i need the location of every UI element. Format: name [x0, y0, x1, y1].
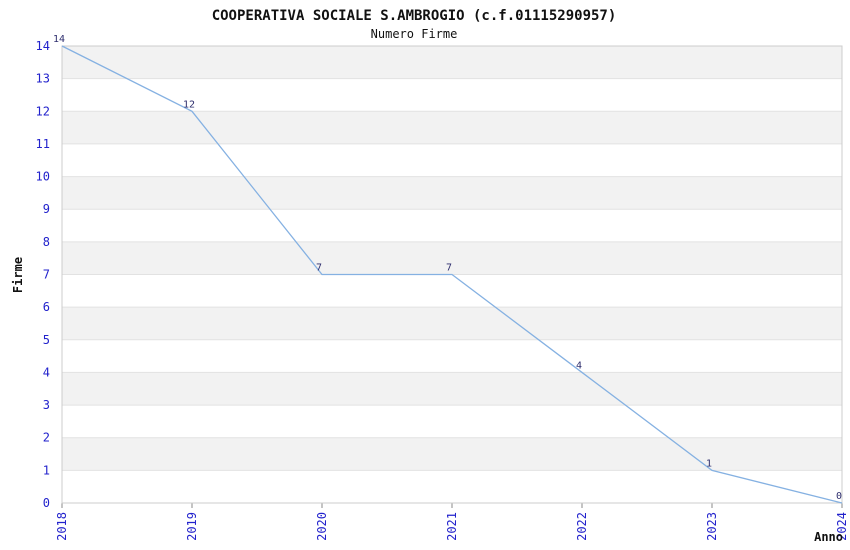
x-axis-title: Anno — [814, 530, 843, 544]
x-tick-labels: 2018 2019 2020 2021 2022 2023 2024 — [55, 512, 849, 541]
data-label: 1 — [706, 458, 712, 469]
data-label: 7 — [446, 263, 452, 274]
x-tick-label: 2021 — [445, 512, 459, 541]
y-tick-label: 12 — [36, 104, 50, 118]
plot-border — [61, 45, 843, 504]
stripe-band — [62, 307, 842, 340]
y-tick-label: 3 — [43, 398, 50, 412]
y-tick-label: 14 — [36, 39, 50, 53]
data-line — [61, 45, 843, 504]
stripe-band — [62, 176, 842, 210]
y-tick-label: 5 — [43, 333, 50, 347]
stripe-band — [62, 111, 842, 144]
y-tick-label: 11 — [36, 137, 50, 151]
chart-title: COOPERATIVA SOCIALE S.AMBROGIO (c.f.0111… — [212, 8, 617, 24]
y-tick-label: 4 — [43, 365, 50, 379]
x-tick-label: 2020 — [315, 512, 329, 541]
y-tick-label: 8 — [43, 235, 50, 249]
y-tick-label: 1 — [43, 463, 50, 477]
data-label: 7 — [316, 263, 322, 274]
stripe-band — [62, 372, 842, 406]
data-label: 14 — [53, 34, 65, 45]
x-tick-label: 2022 — [575, 512, 589, 541]
y-tick-label: 0 — [43, 496, 50, 510]
y-tick-label: 2 — [43, 431, 50, 445]
data-label: 0 — [836, 491, 842, 502]
y-tick-label: 9 — [43, 202, 50, 216]
y-tick-label: 10 — [36, 170, 50, 184]
chart-subtitle: Numero Firme — [371, 27, 458, 41]
x-tick-label: 2023 — [705, 512, 719, 541]
y-tick-label: 7 — [43, 268, 50, 282]
stripe-band — [62, 46, 842, 79]
stripe-band — [62, 241, 842, 275]
x-tick-label: 2018 — [55, 512, 69, 541]
data-label: 12 — [183, 99, 195, 110]
y-axis-title: Firme — [11, 257, 25, 293]
gridlines — [62, 78, 842, 471]
plot-stripes — [62, 46, 842, 471]
x-tick-label: 2019 — [185, 512, 199, 541]
y-tick-label: 13 — [36, 72, 50, 86]
y-tick-label: 6 — [43, 300, 50, 314]
x-tick-label: 2024 — [835, 512, 849, 541]
data-label: 4 — [576, 360, 582, 371]
x-tick-marks — [61, 503, 843, 508]
stripe-band — [62, 437, 842, 471]
data-labels: 14 12 7 7 4 1 0 — [53, 34, 842, 502]
